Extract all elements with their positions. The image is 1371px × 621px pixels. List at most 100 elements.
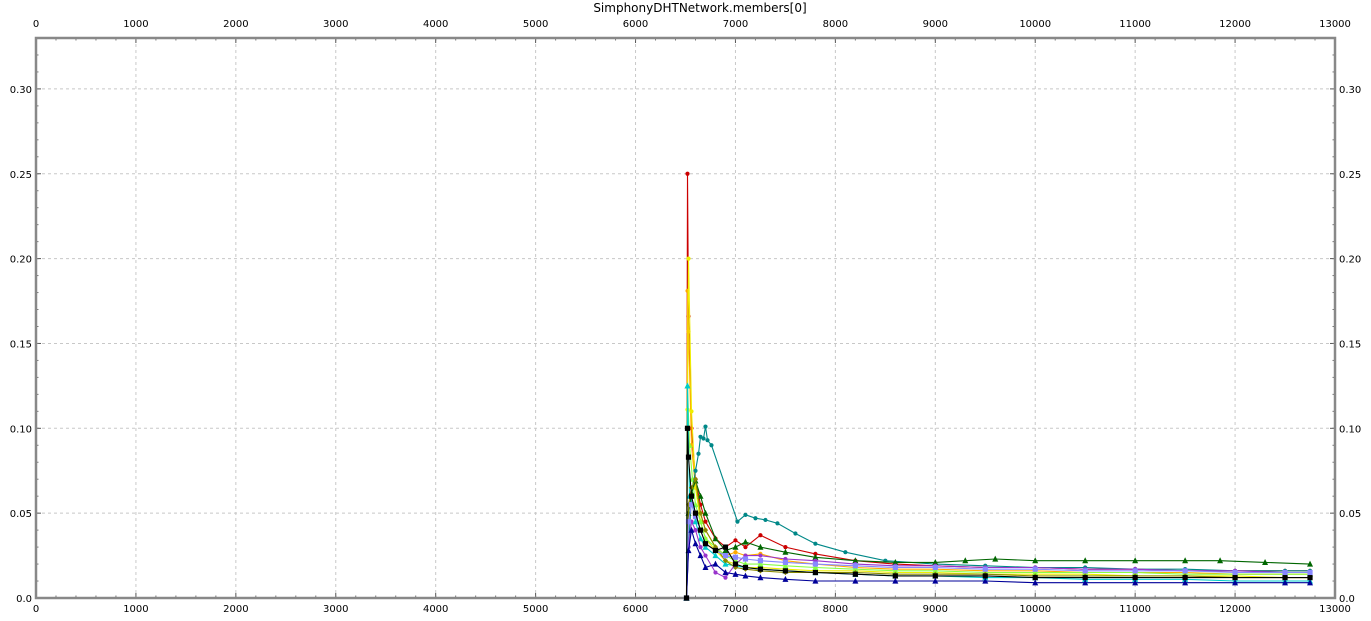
data-point bbox=[812, 553, 819, 560]
data-point bbox=[1182, 568, 1188, 574]
data-point bbox=[1082, 575, 1088, 581]
data-point bbox=[1232, 575, 1238, 581]
data-point bbox=[702, 527, 709, 533]
data-point bbox=[782, 559, 789, 565]
data-point bbox=[697, 552, 704, 559]
x-tick-label-bottom: 7000 bbox=[723, 604, 748, 615]
data-point bbox=[782, 568, 789, 574]
x-tick-label-top: 0 bbox=[33, 19, 39, 30]
data-point bbox=[1232, 579, 1239, 586]
data-point bbox=[743, 512, 748, 517]
data-point bbox=[733, 550, 738, 555]
x-tick-label-bottom: 8000 bbox=[823, 604, 848, 615]
data-point bbox=[1082, 568, 1088, 574]
series-8 bbox=[684, 519, 1313, 601]
series-11 bbox=[683, 425, 1313, 601]
data-point bbox=[932, 558, 939, 565]
data-point bbox=[1182, 557, 1189, 564]
series-line bbox=[685, 529, 1310, 599]
x-tick-label-bottom: 12000 bbox=[1219, 604, 1251, 615]
data-point bbox=[722, 544, 729, 550]
data-point bbox=[812, 569, 818, 576]
x-tick-label-top: 2000 bbox=[223, 19, 248, 30]
data-point bbox=[1032, 579, 1039, 586]
data-point bbox=[685, 171, 690, 176]
data-point bbox=[782, 562, 789, 569]
x-tick-label-top: 4000 bbox=[423, 19, 448, 30]
data-point bbox=[982, 566, 988, 572]
data-point bbox=[757, 566, 764, 572]
y-tick-label-right: 0.20 bbox=[1339, 255, 1361, 266]
data-point bbox=[757, 543, 764, 550]
data-point bbox=[686, 256, 691, 261]
data-point bbox=[685, 454, 692, 460]
y-tick-label-right: 0.0 bbox=[1339, 594, 1355, 605]
data-point bbox=[742, 538, 749, 545]
data-point bbox=[1232, 569, 1238, 576]
y-tick-label-left: 0.05 bbox=[10, 509, 32, 520]
data-point bbox=[1132, 575, 1138, 581]
series-line bbox=[685, 173, 1310, 599]
data-point bbox=[692, 476, 699, 482]
data-point bbox=[1132, 557, 1139, 564]
data-point bbox=[1082, 579, 1089, 586]
data-point bbox=[732, 561, 739, 567]
data-point bbox=[852, 577, 859, 584]
x-tick-label-top: 1000 bbox=[123, 19, 148, 30]
data-point bbox=[684, 382, 691, 389]
data-point bbox=[1182, 579, 1189, 586]
x-tick-label-top: 11000 bbox=[1119, 19, 1151, 30]
y-tick-label-left: 0.25 bbox=[10, 170, 32, 181]
data-point bbox=[782, 548, 789, 555]
data-point bbox=[892, 558, 899, 565]
data-point bbox=[722, 560, 729, 567]
data-point bbox=[703, 424, 708, 429]
data-point bbox=[758, 553, 763, 558]
data-point bbox=[743, 544, 748, 550]
data-point bbox=[1182, 575, 1188, 581]
y-tick-label-right: 0.05 bbox=[1339, 509, 1361, 520]
data-point bbox=[712, 544, 719, 550]
data-point bbox=[688, 493, 695, 499]
data-point bbox=[742, 556, 749, 562]
data-point bbox=[688, 526, 695, 533]
data-point bbox=[684, 425, 691, 431]
data-point bbox=[757, 574, 764, 581]
x-tick-label-top: 13000 bbox=[1319, 19, 1351, 30]
x-tick-label-top: 8000 bbox=[823, 19, 848, 30]
data-point bbox=[689, 409, 694, 414]
series-line bbox=[685, 477, 1310, 599]
data-point bbox=[1262, 558, 1269, 565]
data-point bbox=[753, 516, 758, 521]
data-point bbox=[732, 554, 739, 560]
series-7 bbox=[683, 476, 1313, 601]
x-tick-label-top: 3000 bbox=[323, 19, 348, 30]
data-point bbox=[783, 544, 788, 550]
data-point bbox=[1032, 575, 1038, 581]
x-tick-label-bottom: 1000 bbox=[123, 604, 148, 615]
x-tick-label-top: 9000 bbox=[923, 19, 948, 30]
data-point bbox=[693, 528, 698, 533]
data-point bbox=[696, 451, 701, 456]
x-tick-label-top: 5000 bbox=[523, 19, 548, 30]
series-line bbox=[685, 426, 1310, 599]
data-point bbox=[1132, 579, 1139, 586]
data-point bbox=[1217, 557, 1224, 564]
y-tick-label-left: 0.30 bbox=[10, 85, 32, 96]
data-point bbox=[709, 443, 714, 448]
data-point bbox=[722, 547, 729, 554]
data-point bbox=[1307, 575, 1313, 581]
data-point bbox=[932, 567, 939, 574]
data-point bbox=[712, 560, 719, 567]
data-point bbox=[702, 543, 709, 550]
data-point bbox=[702, 541, 709, 547]
data-point bbox=[812, 577, 819, 584]
y-tick-label-left: 0.0 bbox=[16, 594, 32, 605]
axes: 0 0 1000 1000 2000 2000 3000 3000 4000 4000 5000 50… bbox=[10, 19, 1362, 615]
data-point bbox=[962, 557, 969, 564]
x-tick-label-bottom: 5000 bbox=[523, 604, 548, 615]
data-point bbox=[723, 575, 728, 580]
data-point bbox=[758, 533, 763, 538]
series-0 bbox=[684, 171, 1313, 601]
